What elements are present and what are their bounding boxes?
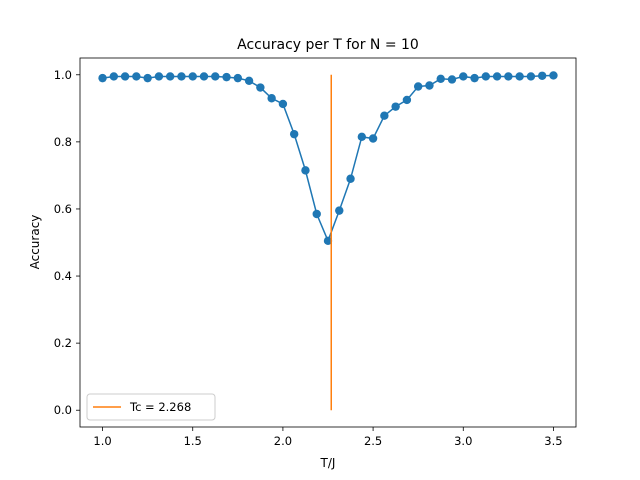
x-tick-label: 3.5 (544, 434, 562, 448)
x-tick-label: 3.0 (454, 434, 472, 448)
legend: Tc = 2.268 (86, 393, 216, 421)
data-point (120, 72, 130, 81)
data-point (526, 72, 536, 81)
y-tick-label: 0.4 (54, 269, 72, 283)
data-point (289, 129, 299, 139)
data-point (380, 111, 389, 120)
data-point (267, 94, 276, 103)
data-point (143, 73, 152, 83)
x-tick-label: 1.0 (93, 434, 111, 448)
plot-area: 1.0 1.5 2.0 2.5 3.0 3.5 0.0 0.2 0.4 0.6 0.8 1.0 Tc =… (54, 57, 577, 448)
data-point (504, 72, 513, 81)
legend-box (86, 393, 216, 421)
y-tick-label: 1.0 (54, 68, 72, 82)
data-point (256, 83, 265, 92)
data-point (211, 72, 220, 81)
data-point (402, 95, 412, 105)
data-point (515, 72, 524, 81)
data-point (177, 72, 186, 81)
x-axis-label: T/J (320, 456, 336, 470)
data-point (301, 166, 310, 175)
data-point (278, 99, 288, 109)
data-point (222, 72, 231, 82)
data-point (459, 72, 468, 81)
data-point (98, 73, 107, 83)
data-point (481, 72, 491, 81)
data-point (436, 74, 445, 84)
data-point (413, 82, 423, 91)
y-tick-label: 0.2 (54, 336, 72, 350)
data-point (368, 134, 378, 143)
y-axis-label: Accuracy (28, 215, 42, 270)
data-point (357, 132, 367, 142)
axes-frame (79, 57, 577, 428)
y-tick-label: 0.8 (54, 135, 72, 149)
data-point (109, 72, 119, 81)
data-point (391, 102, 400, 111)
x-tick-label: 2.0 (274, 434, 292, 448)
data-point (549, 71, 558, 80)
data-point (537, 71, 547, 80)
data-point (425, 81, 434, 90)
data-point (199, 72, 209, 81)
data-point (312, 209, 321, 219)
data-point (323, 236, 333, 246)
data-point (244, 76, 254, 86)
data-point (447, 75, 457, 84)
data-point (233, 73, 243, 83)
y-tick-label: 0.0 (54, 403, 72, 417)
data-point (132, 72, 141, 81)
y-tick-label: 0.6 (54, 202, 72, 216)
data-point (492, 72, 502, 81)
data-point (154, 72, 164, 81)
x-tick-label: 2.5 (364, 434, 382, 448)
data-point (470, 73, 479, 83)
legend-label: Tc = 2.268 (129, 400, 191, 414)
data-point (165, 72, 175, 81)
chart-title: Accuracy per T for N = 10 (237, 37, 419, 53)
data-point (335, 206, 344, 215)
data-point (188, 72, 197, 81)
data-point (346, 174, 355, 183)
x-tick-label: 1.5 (184, 434, 202, 448)
